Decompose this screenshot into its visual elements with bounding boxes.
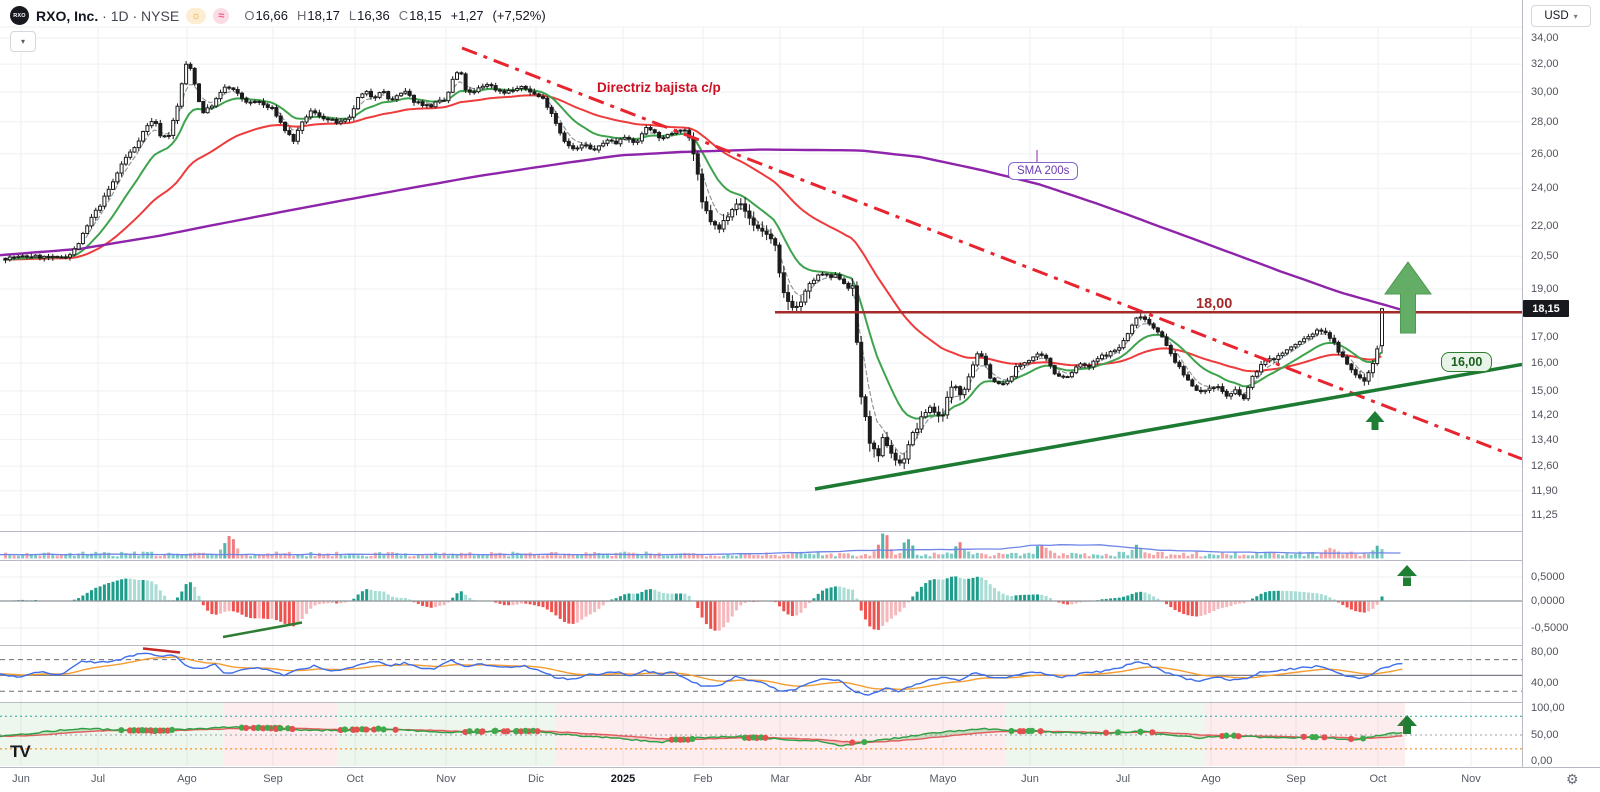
price-tick-label: 16,00	[1531, 357, 1559, 370]
high-value: 18,17	[307, 8, 340, 23]
high-label: H	[296, 8, 307, 23]
price-tick-label: 12,60	[1531, 460, 1559, 473]
collapse-header-button[interactable]: ▾	[10, 31, 36, 52]
pane-separator[interactable]	[0, 702, 1600, 703]
currency-label: USD	[1544, 10, 1569, 22]
time-axis-label: Mar	[770, 773, 790, 785]
market-status-sun-icon[interactable]: ☼	[186, 7, 207, 24]
price-tick-label: 34,00	[1531, 32, 1559, 44]
time-axis-label: Abr	[854, 773, 872, 785]
indicator-tick-label: 0,00	[1531, 755, 1553, 767]
pane-separator[interactable]	[0, 645, 1600, 646]
time-axis-label: Oct	[1369, 773, 1387, 785]
currency-selector[interactable]: USD ▾	[1531, 5, 1591, 27]
price-tick-label: 17,00	[1531, 330, 1559, 343]
close-label: C	[398, 8, 409, 23]
change-value: +1,27	[450, 8, 484, 23]
time-axis-label: 2025	[610, 773, 636, 785]
bear-trendline-label[interactable]: Directriz bajista c/p	[597, 80, 721, 95]
time-axis-label: Jul	[90, 773, 106, 785]
price-tick-label: 13,40	[1531, 433, 1559, 446]
change-percent: (+7,52%)	[492, 8, 546, 23]
settings-gear-icon[interactable]: ⚙	[1566, 771, 1579, 787]
indicator-tick-label: -0,5000	[1531, 622, 1569, 634]
price-tick-label: 32,00	[1531, 58, 1559, 71]
price-axis[interactable]: USD ▾ 18,15 34,00 32,00 30,00 28,00 26,00 24,…	[1523, 0, 1600, 767]
pane-separator[interactable]	[0, 531, 1600, 532]
price-tick-label: 19,00	[1531, 283, 1559, 295]
price-tick-label: 30,00	[1531, 86, 1559, 98]
separator-dot: ·	[102, 7, 107, 24]
chart-canvas[interactable]	[0, 0, 1600, 767]
price-tick-label: 11,25	[1531, 509, 1558, 521]
price-tick-label: 28,00	[1531, 115, 1559, 128]
price-tick-label: 24,00	[1531, 182, 1559, 195]
interval-label: 1D	[110, 7, 129, 24]
price-tick-label: 15,00	[1531, 384, 1559, 397]
indicator-tick-label: 80,00	[1531, 646, 1559, 658]
time-axis-label: Ago	[177, 773, 197, 785]
time-axis-label: Mayo	[929, 773, 957, 785]
time-axis-label: Oct	[346, 773, 364, 785]
time-axis-label: Dic	[528, 773, 544, 785]
time-axis-label: Ago	[1201, 773, 1221, 785]
symbol-name: RXO, Inc.	[36, 7, 99, 24]
time-axis-label: Nov	[1461, 773, 1481, 785]
sma200-label[interactable]: SMA 200s	[1008, 162, 1079, 180]
separator-dot: ·	[132, 7, 138, 24]
indicator-tick-label: 50,00	[1531, 729, 1559, 741]
chevron-down-icon: ▾	[1573, 11, 1578, 21]
pane-separator[interactable]	[0, 560, 1600, 561]
indicator-tick-label: 0,0000	[1531, 595, 1565, 607]
low-label: L	[348, 8, 357, 23]
indicator-tick-label: 100,00	[1531, 702, 1565, 714]
price-tick-label: 22,00	[1531, 219, 1559, 232]
resistance-price-label[interactable]: 18,00	[1196, 296, 1233, 312]
close-value: 18,15	[409, 8, 442, 23]
indicator-tick-label: 40,00	[1531, 677, 1559, 689]
symbol-header: RXO RXO, Inc. · 1D · NYSE ☼ ≈ O16,66 H18…	[10, 6, 546, 25]
price-tick-label: 20,50	[1531, 250, 1559, 263]
low-value: 16,36	[357, 8, 390, 23]
open-value: 16,66	[255, 8, 288, 23]
time-axis-label: Sep	[263, 773, 283, 785]
open-label: O	[244, 8, 255, 23]
price-axis-border	[1522, 0, 1523, 767]
symbol-logo[interactable]: RXO	[10, 6, 29, 25]
symbol-title[interactable]: RXO, Inc. · 1D · NYSE	[36, 8, 179, 24]
price-tick-label: 26,00	[1531, 147, 1559, 160]
time-axis[interactable]: Jun Jul Ago Sep Oct Nov Dic 2025 Feb Mar Abr Mayo Ju…	[0, 767, 1600, 792]
time-axis-label: Jun	[12, 773, 30, 785]
indicator-tick-label: 0,5000	[1531, 571, 1565, 583]
time-axis-label: Feb	[693, 773, 713, 785]
last-price-badge: 18,15	[1523, 300, 1569, 318]
market-status-approx-icon[interactable]: ≈	[213, 7, 230, 24]
tradingview-logo[interactable]: TV	[10, 742, 31, 761]
exchange-label: NYSE	[141, 7, 180, 24]
price-tick-label: 14,20	[1531, 408, 1559, 421]
time-axis-label: Sep	[1286, 773, 1306, 785]
support-price-label[interactable]: 16,00	[1441, 352, 1493, 372]
ohlc-values: O16,66 H18,17 L16,36 C18,15 +1,27 (+7,52…	[244, 8, 545, 23]
time-axis-label: Nov	[436, 773, 456, 785]
price-tick-label: 11,90	[1531, 484, 1558, 497]
time-axis-label: Jul	[1115, 773, 1131, 785]
time-axis-label: Jun	[1021, 773, 1039, 785]
